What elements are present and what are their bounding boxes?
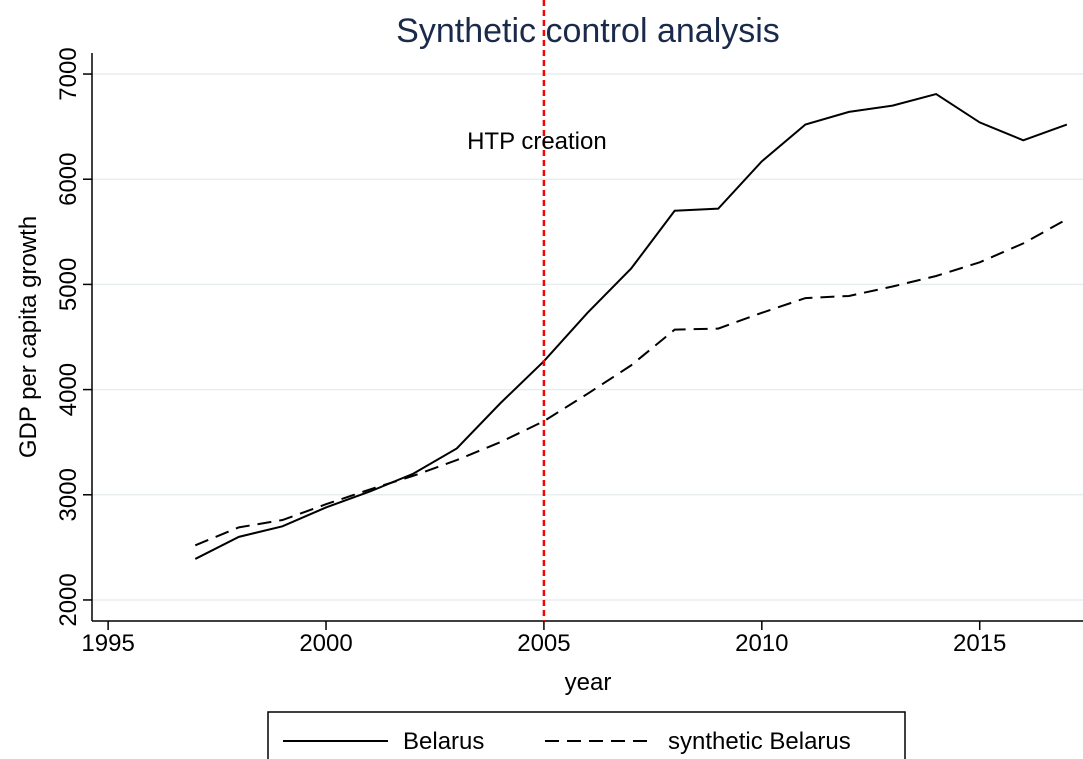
x-axis-label: year [565,669,612,696]
y-tick-label: 2000 [55,573,82,626]
y-tick-label: 4000 [55,363,82,416]
legend-label: Belarus [403,728,484,755]
y-axis-label: GDP per capita growth [15,216,42,458]
y-tick-label: 3000 [55,468,82,521]
x-tick-label: 2000 [299,630,352,657]
annotation: HTP creation [467,128,607,155]
y-tick-label: 5000 [55,258,82,311]
legend-box [267,711,906,759]
x-tick-label: 2010 [735,630,788,657]
x-tick-label: 1995 [81,630,134,657]
y-tick-label: 7000 [55,47,82,100]
x-tick-label: 2005 [517,630,570,657]
x-tick-label: 2015 [953,630,1006,657]
legend-label: synthetic Belarus [668,728,851,755]
series-line [194,92,1068,560]
chart-title: Synthetic control analysis [396,12,780,50]
y-tick-label: 6000 [55,153,82,206]
series-line [194,218,1068,547]
